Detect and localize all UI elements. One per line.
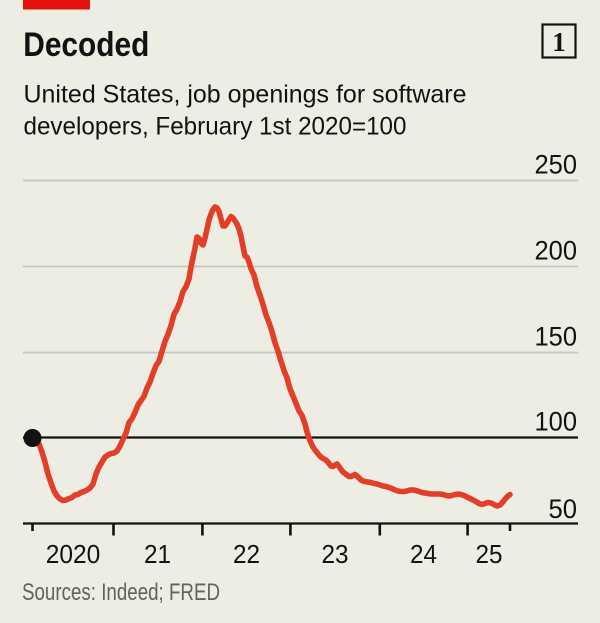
svg-text:250: 250 <box>535 150 578 180</box>
svg-text:150: 150 <box>535 322 578 352</box>
svg-text:21: 21 <box>144 539 171 569</box>
svg-text:23: 23 <box>322 539 349 569</box>
svg-text:100: 100 <box>535 407 578 437</box>
svg-text:25: 25 <box>476 539 503 569</box>
svg-text:Sources: Indeed; FRED: Sources: Indeed; FRED <box>22 579 220 606</box>
svg-text:50: 50 <box>549 494 578 524</box>
svg-text:24: 24 <box>410 539 437 569</box>
svg-text:22: 22 <box>233 539 260 569</box>
svg-text:2020: 2020 <box>46 539 101 569</box>
svg-text:United States, job openings fo: United States, job openings for software <box>24 81 467 109</box>
svg-text:1: 1 <box>552 27 566 57</box>
svg-text:200: 200 <box>535 236 578 266</box>
svg-text:developers, February 1st 2020=: developers, February 1st 2020=100 <box>24 113 407 141</box>
svg-text:Decoded: Decoded <box>23 26 149 64</box>
